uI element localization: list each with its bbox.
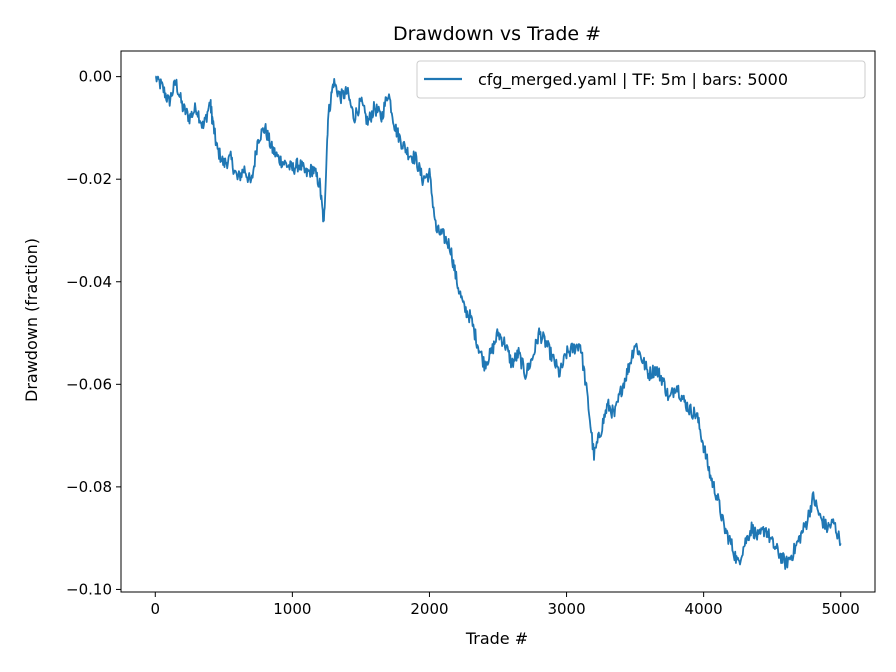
legend-entry-label: cfg_merged.yaml | TF: 5m | bars: 5000 xyxy=(478,70,788,90)
x-tick-label: 1000 xyxy=(273,600,311,618)
legend: cfg_merged.yaml | TF: 5m | bars: 5000 xyxy=(416,60,866,99)
y-tick-label: 0.00 xyxy=(79,68,112,86)
plot-frame xyxy=(120,50,876,593)
y-tick-label: −0.08 xyxy=(66,478,112,496)
x-tick-label: 3000 xyxy=(547,600,585,618)
series-line-0 xyxy=(155,75,842,570)
y-tick-label: −0.02 xyxy=(66,170,112,188)
x-axis-label: Trade # xyxy=(465,629,528,648)
y-tick-label: −0.04 xyxy=(66,273,112,291)
y-axis-label: Drawdown (fraction) xyxy=(22,238,41,402)
y-tick-label: −0.10 xyxy=(66,580,112,598)
plot-area: 0 1000 2000 3000 4000 5000 0.00 −0.02 −0.04 −0.06… xyxy=(66,50,876,618)
chart-title: Drawdown vs Trade # xyxy=(393,23,601,45)
x-tick-label: 0 xyxy=(150,600,160,618)
x-tick-label: 2000 xyxy=(410,600,448,618)
x-tick-label: 5000 xyxy=(822,600,860,618)
x-tick-label: 4000 xyxy=(685,600,723,618)
legend-box xyxy=(416,60,866,99)
y-tick-label: −0.06 xyxy=(66,375,112,393)
